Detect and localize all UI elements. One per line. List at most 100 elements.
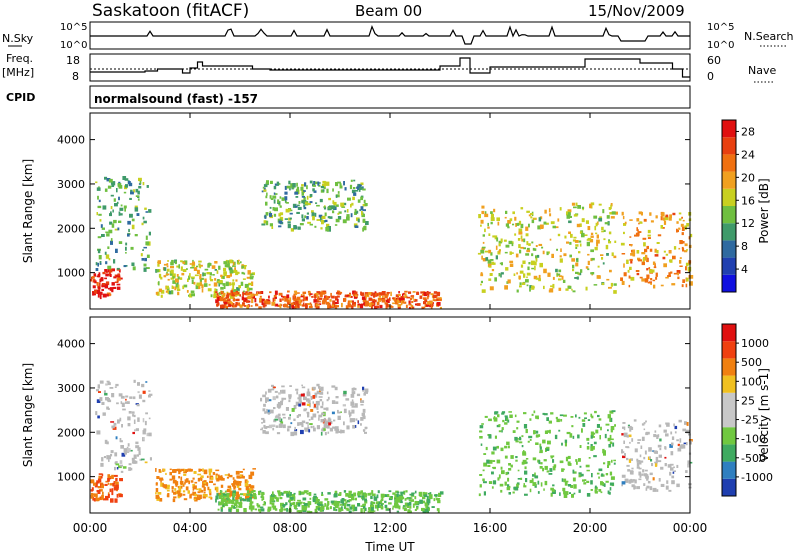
echo-cell xyxy=(520,246,524,249)
echo-cell xyxy=(514,486,519,491)
echo-cell xyxy=(118,393,123,397)
echo-cell xyxy=(539,262,543,268)
echo-cell xyxy=(378,298,383,300)
echo-cell xyxy=(678,247,681,250)
echo-cell xyxy=(394,299,398,304)
echo-cell xyxy=(223,297,226,302)
echo-cell xyxy=(280,506,284,510)
echo-cell xyxy=(193,281,196,285)
echo-cell xyxy=(250,273,254,276)
echo-cell xyxy=(278,392,281,395)
echo-cell xyxy=(309,497,312,500)
echo-cell xyxy=(263,424,266,428)
echo-cell xyxy=(321,428,325,432)
echo-cell xyxy=(637,439,642,441)
echo-cell xyxy=(300,186,304,191)
echo-cell xyxy=(524,470,528,475)
echo-cell xyxy=(97,236,102,239)
freq-tick-lo: 8 xyxy=(72,70,79,83)
echo-cell xyxy=(277,304,280,307)
echo-cell xyxy=(148,393,153,396)
echo-cell xyxy=(404,502,408,507)
echo-cell xyxy=(320,185,324,189)
echo-cell xyxy=(671,283,676,286)
echo-cell xyxy=(525,458,529,460)
echo-cell xyxy=(107,407,110,410)
echo-cell xyxy=(107,483,110,485)
echo-cell xyxy=(183,498,188,501)
echo-cell xyxy=(526,272,531,276)
echo-cell xyxy=(314,508,318,513)
echo-cell xyxy=(296,391,299,395)
echo-cell xyxy=(233,298,236,302)
echo-cell xyxy=(314,225,317,228)
echo-cell xyxy=(381,506,384,509)
echo-cell xyxy=(165,273,170,276)
echo-cell xyxy=(664,463,667,467)
echo-cell xyxy=(232,495,235,501)
echo-cell xyxy=(326,399,329,402)
echo-cell xyxy=(563,490,566,495)
echo-cell xyxy=(419,499,423,504)
echo-cell xyxy=(98,199,101,203)
echo-cell xyxy=(650,282,652,285)
echo-cell xyxy=(362,389,364,392)
echo-cell xyxy=(343,202,347,206)
echo-cell xyxy=(236,504,238,508)
echo-cell xyxy=(98,255,102,260)
echo-cell xyxy=(260,508,265,512)
echo-cell xyxy=(409,510,412,513)
echo-cell xyxy=(98,475,102,479)
echo-cell xyxy=(367,510,370,513)
colorbar-segment xyxy=(722,341,736,359)
echo-cell xyxy=(508,468,512,471)
echo-cell xyxy=(548,420,552,424)
echo-cell xyxy=(603,238,606,241)
echo-cell xyxy=(233,304,237,308)
echo-cell xyxy=(231,303,235,308)
echo-cell xyxy=(552,276,555,280)
echo-cell xyxy=(112,286,117,289)
echo-cell xyxy=(607,437,611,442)
echo-cell xyxy=(339,183,342,186)
echo-cell xyxy=(505,417,508,420)
echo-cell xyxy=(107,494,110,498)
echo-cell xyxy=(214,288,217,293)
echo-cell xyxy=(313,299,318,303)
echo-cell xyxy=(345,398,350,401)
echo-cell xyxy=(364,305,369,307)
echo-cell xyxy=(402,506,405,510)
echo-cell xyxy=(644,248,648,253)
echo-cell xyxy=(142,418,145,423)
echo-cell xyxy=(289,414,291,417)
echo-cell xyxy=(224,499,228,504)
echo-cell xyxy=(647,481,651,484)
echo-cell xyxy=(162,468,166,472)
echo-cell xyxy=(319,399,323,402)
echo-cell xyxy=(605,473,609,476)
echo-cell xyxy=(316,383,320,387)
echo-cell xyxy=(145,235,148,240)
echo-cell xyxy=(102,271,106,275)
echo-cell xyxy=(306,216,309,220)
echo-cell xyxy=(525,233,529,237)
echo-cell xyxy=(313,427,316,432)
echo-cell xyxy=(243,292,246,295)
echo-cell xyxy=(293,431,298,436)
echo-cell xyxy=(281,197,285,201)
echo-cell xyxy=(345,501,348,504)
echo-cell xyxy=(614,240,617,243)
echo-cell xyxy=(552,459,555,463)
echo-cell xyxy=(106,455,109,460)
echo-cell xyxy=(265,391,267,395)
echo-cell xyxy=(543,268,547,274)
echo-cell xyxy=(346,503,351,507)
echo-cell xyxy=(518,220,522,225)
echo-cell xyxy=(214,261,218,264)
echo-cell xyxy=(563,414,567,417)
echo-cell xyxy=(509,218,513,222)
echo-cell xyxy=(529,285,533,288)
freq-strip: Freq. [MHz] 18 8 60 0 Nave xyxy=(2,52,776,83)
echo-cell xyxy=(643,422,646,425)
echo-cell xyxy=(410,499,414,502)
